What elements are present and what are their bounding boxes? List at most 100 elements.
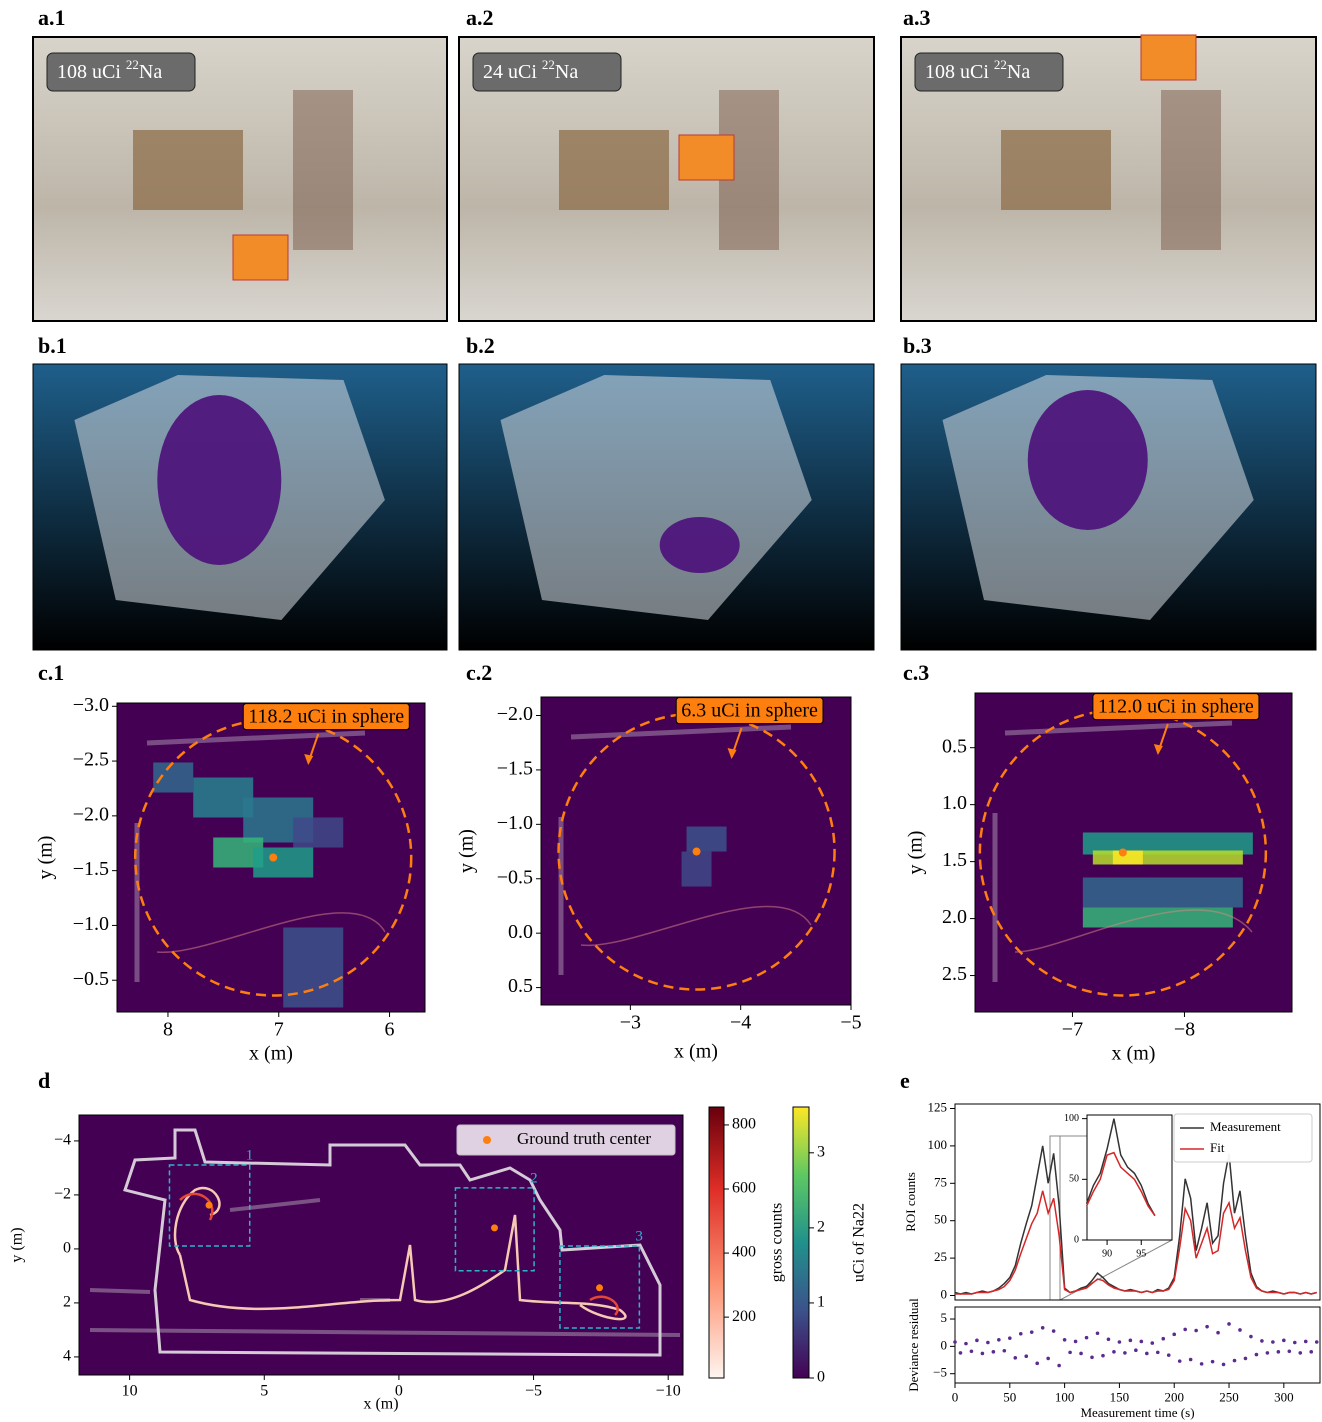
y-tick-label: 0.5 [508, 975, 533, 997]
region-box [168, 1164, 251, 1247]
y-tick-label: 0 [941, 1286, 948, 1301]
panel-label: b.2 [466, 333, 495, 358]
y-tick-label: −2 [54, 1186, 71, 1203]
colorbar-label: gross counts [769, 1203, 786, 1283]
y-tick-label: −1.5 [73, 858, 109, 880]
residual-point [1260, 1339, 1264, 1343]
heatmap-cell [681, 851, 712, 887]
residual-point [969, 1349, 974, 1354]
x-tick-label: 300 [1274, 1389, 1294, 1404]
y-tick-label: −1.5 [497, 758, 533, 780]
heatmap-cell [1082, 832, 1253, 855]
y-tick-label: 0 [941, 1337, 948, 1352]
y-tick-label: 0.5 [942, 735, 967, 757]
series-line [955, 1190, 1317, 1295]
y-tick-label: −0.5 [497, 866, 533, 888]
y-tick-label: −1.0 [73, 913, 109, 935]
series-line [1085, 1118, 1156, 1217]
photo-object [133, 130, 243, 210]
y-tick-label: 50 [934, 1212, 947, 1227]
y-axis-label: y (m) [456, 829, 478, 873]
heatmap-background [79, 1115, 683, 1375]
arrow-head [304, 754, 314, 765]
residual-point [1134, 1348, 1138, 1352]
x-tick-label: 10 [122, 1383, 138, 1400]
source-board [678, 134, 735, 181]
residual-point [1008, 1336, 1012, 1340]
sphere [133, 718, 413, 997]
mass: 22 [542, 57, 555, 72]
hot-trajectory [179, 1192, 619, 1316]
legend-box [1173, 1113, 1313, 1163]
residual-point [1090, 1355, 1094, 1360]
annotation: 6.3 uCi in sphere [681, 700, 818, 722]
heatmap-cell [253, 847, 314, 878]
photo-panels: 108 uCi 22Na 24 uCi 22Na 108 uCi 22Na [32, 34, 1317, 651]
y-axis-label: ROI counts [903, 1172, 918, 1232]
amount: 108 uCi [57, 61, 121, 83]
residual-point [980, 1351, 985, 1356]
residual-point [1013, 1356, 1018, 1360]
x-axis-label: Measurement time (s) [1080, 1405, 1194, 1420]
residual-point [1057, 1363, 1061, 1368]
ground-truth-point [269, 853, 278, 862]
heatmap-cell [1082, 877, 1243, 908]
y-tick-label: 50 [1069, 1174, 1079, 1185]
y-tick-label: −2.0 [73, 803, 109, 825]
amount: 108 uCi [925, 61, 989, 83]
residual-point [986, 1340, 990, 1345]
residual-point [1101, 1353, 1105, 1358]
residual-point [1145, 1351, 1149, 1356]
residual-point [1188, 1357, 1193, 1362]
y-tick-label: 100 [1064, 1113, 1079, 1124]
residual-point [1265, 1351, 1270, 1355]
residual-point [1046, 1356, 1050, 1361]
residual-point [1079, 1351, 1083, 1356]
panel-label: a.1 [38, 5, 66, 30]
series-line [1085, 1151, 1156, 1217]
ground-truth-point [491, 1224, 499, 1232]
x-tick-label: 0 [395, 1383, 403, 1400]
mass: 22 [994, 57, 1007, 72]
colorbar [792, 1106, 810, 1379]
panel-label: d [38, 1068, 50, 1093]
y-tick-label: 25 [934, 1249, 947, 1264]
chart: 112.0 uCi in sphere −7 −8 0.5 1.0 1.5 2.0 2.5 x … [905, 692, 1293, 1065]
source-board [1140, 34, 1197, 81]
trajectory [1014, 909, 1253, 953]
residual-point [1155, 1350, 1160, 1355]
residual-point [1073, 1339, 1078, 1344]
trajectory [173, 1186, 627, 1321]
scan-points [89, 1198, 681, 1337]
legend-label: Measurement [1210, 1119, 1281, 1134]
y-tick-label: 75 [934, 1174, 947, 1189]
plot-frame [974, 692, 1293, 1013]
residual-point [1210, 1359, 1215, 1364]
residual-point [1172, 1332, 1177, 1337]
plot-frame [1086, 1114, 1173, 1241]
residual-point [991, 1350, 996, 1354]
residual-point [1271, 1340, 1275, 1344]
residual-point [953, 1340, 957, 1344]
x-tick-label: 100 [1055, 1389, 1075, 1404]
wall-points [558, 724, 792, 975]
annotation: 112.0 uCi in sphere [1098, 696, 1254, 718]
heatmap-cell [686, 826, 727, 852]
legend-label: Ground truth center [517, 1129, 651, 1148]
residual-point [1150, 1341, 1155, 1345]
residual-point [1117, 1340, 1122, 1344]
trajectory [580, 905, 812, 947]
residual-point [1232, 1358, 1237, 1363]
residual-point [1199, 1362, 1204, 1366]
colorbar-tick-label: 0 [817, 1369, 825, 1386]
wall-points [992, 720, 1233, 982]
activity-blob [659, 517, 740, 573]
heatmap-cell [1112, 850, 1143, 865]
region-label: 2 [530, 1170, 538, 1186]
heatmap-cell [1082, 907, 1233, 928]
x-tick-label: 5 [260, 1383, 268, 1400]
ground-truth-point [692, 847, 701, 856]
y-tick-label: −1.0 [497, 812, 533, 834]
y-tick-label: 4 [63, 1348, 71, 1365]
residual-point [1309, 1350, 1314, 1354]
